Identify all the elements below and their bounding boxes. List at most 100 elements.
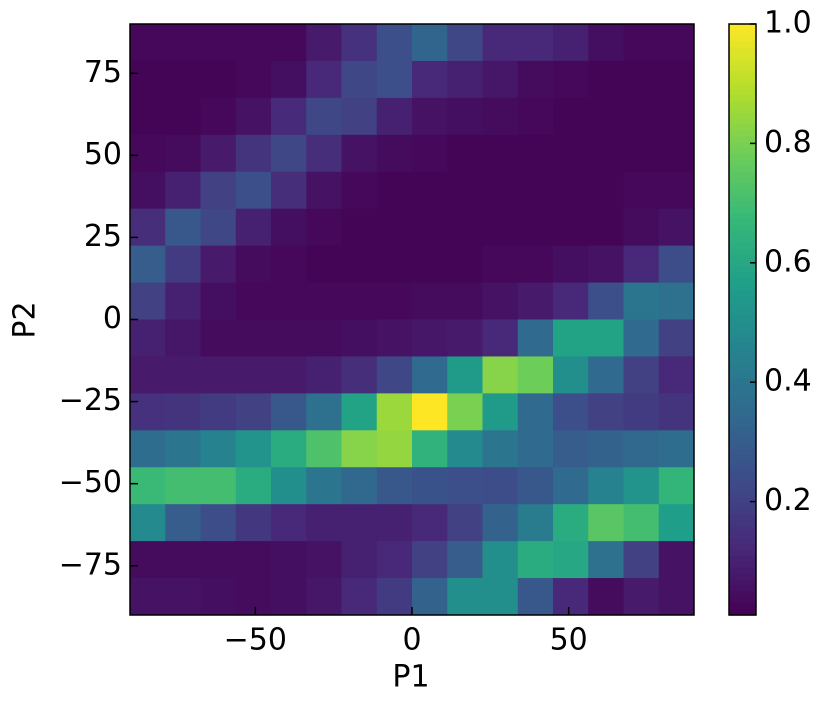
heatmap-cell	[271, 245, 307, 284]
heatmap-cell	[447, 282, 483, 320]
colorbar-segment	[729, 224, 756, 232]
colorbar-segment	[729, 313, 756, 321]
heatmap-cell	[235, 541, 272, 579]
heatmap-cell	[447, 578, 483, 616]
heatmap-cell	[517, 504, 554, 542]
heatmap-cell	[482, 24, 519, 62]
heatmap-cell	[306, 578, 342, 616]
heatmap-cell	[588, 356, 624, 394]
heatmap-cell	[376, 467, 413, 505]
colorbar-segment	[729, 408, 756, 415]
colorbar-segment	[729, 100, 756, 108]
heatmap-cell	[341, 356, 378, 394]
colorbar-segment	[729, 609, 756, 616]
heatmap-cell	[623, 578, 660, 616]
heatmap-cell	[306, 504, 342, 542]
heatmap-cell	[200, 467, 237, 505]
heatmap-cell	[412, 356, 448, 394]
colorbar-segment	[729, 41, 756, 49]
heatmap-cell	[623, 134, 660, 173]
colorbar-segment	[729, 455, 756, 462]
heatmap-cell	[447, 356, 483, 394]
heatmap-cell	[200, 60, 237, 99]
colorbar-segment	[729, 177, 756, 185]
heatmap-cell	[200, 356, 237, 394]
colorbar-segment	[729, 47, 756, 55]
heatmap-cell	[341, 97, 378, 136]
heatmap-cell	[588, 504, 624, 542]
colorbar-segment	[729, 71, 756, 78]
heatmap-cell	[130, 171, 166, 210]
heatmap-cell	[341, 578, 378, 616]
heatmap-cell	[517, 319, 554, 357]
colorbar-segment	[729, 544, 756, 551]
heatmap-cell	[376, 134, 413, 173]
heatmap-cell	[271, 24, 307, 62]
heatmap-cell	[341, 208, 378, 247]
heatmap-cell	[658, 356, 695, 394]
heatmap-cell	[376, 356, 413, 394]
heatmap-cell	[200, 24, 237, 62]
heatmap-cell	[341, 134, 378, 173]
heatmap-cell	[235, 134, 272, 173]
heatmap-cell	[623, 504, 660, 542]
colorbar-segment	[729, 479, 756, 486]
heatmap-cell	[553, 356, 589, 394]
colorbar-segment	[729, 301, 756, 309]
colorbar-tick-label: 1.0	[764, 6, 812, 41]
colorbar-segment	[729, 372, 756, 380]
heatmap-cell	[412, 282, 448, 320]
heatmap-cell	[517, 430, 554, 468]
heatmap-cell	[623, 97, 660, 136]
heatmap-cell	[658, 504, 695, 542]
heatmap-cell	[271, 282, 307, 320]
heatmap-cell	[130, 282, 166, 320]
colorbar-segment	[729, 343, 756, 350]
colorbar-segment	[729, 77, 756, 84]
heatmap-cell	[165, 430, 201, 468]
colorbar-segment	[729, 360, 756, 368]
colorbar-segment	[729, 396, 756, 403]
heatmap-cell	[306, 97, 342, 136]
colorbar-segment	[729, 526, 756, 533]
colorbar-segment	[729, 189, 756, 196]
heatmap-cell	[306, 60, 342, 99]
heatmap-cell	[376, 60, 413, 99]
heatmap-cell	[376, 208, 413, 247]
heatmap-cell	[165, 504, 201, 542]
colorbar-segment	[729, 307, 756, 315]
heatmap-cell	[376, 97, 413, 136]
heatmap-cell	[588, 24, 624, 62]
heatmap-cell	[130, 430, 166, 468]
heatmap-cell	[165, 578, 201, 616]
heatmap-cell	[588, 393, 624, 431]
heatmap-cell	[482, 467, 519, 505]
heatmap-cell	[553, 97, 589, 136]
colorbar-segment	[729, 136, 756, 143]
colorbar-segment	[729, 248, 756, 256]
heatmap-cell	[447, 208, 483, 247]
colorbar-segment	[729, 425, 756, 433]
colorbar-segment	[729, 514, 756, 522]
heatmap-cell	[376, 541, 413, 579]
heatmap-cell	[553, 282, 589, 320]
heatmap-cell	[165, 97, 201, 136]
heatmap-cell	[658, 134, 695, 173]
heatmap-cell	[482, 541, 519, 579]
colorbar-segment	[729, 201, 756, 208]
heatmap-cell	[271, 541, 307, 579]
heatmap-cell	[271, 171, 307, 210]
heatmap-cell	[517, 578, 554, 616]
colorbar-tick-label: 0.2	[764, 483, 812, 518]
heatmap-cell	[588, 60, 624, 99]
colorbar-segment	[729, 443, 756, 451]
heatmap-cell	[623, 430, 660, 468]
colorbar-segment	[729, 118, 756, 126]
heatmap-cell	[553, 171, 589, 210]
y-tick-label: 25	[84, 219, 122, 254]
colorbar-segment	[729, 597, 756, 604]
heatmap-cell	[376, 393, 413, 431]
colorbar-segment	[729, 354, 756, 362]
heatmap-cell	[200, 504, 237, 542]
colorbar-segment	[729, 65, 756, 72]
